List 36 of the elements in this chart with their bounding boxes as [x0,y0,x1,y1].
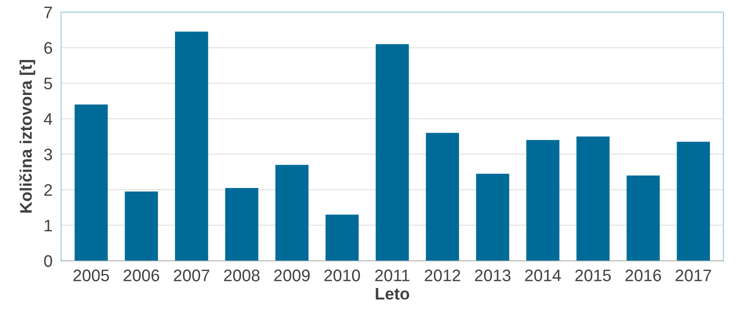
y-axis-title: Količina iztovora [t] [19,60,36,213]
y-tick-label: 6 [44,42,52,54]
x-tick-label: 2009 [274,270,310,282]
y-tick-label: 1 [44,220,52,232]
bar [676,142,710,261]
y-tick-label: 5 [44,78,52,90]
bar [124,192,158,261]
y-tick-label: 2 [44,184,52,196]
x-tick-label: 2014 [525,270,561,282]
x-tick-label: 2012 [424,270,460,282]
y-tick-label: 4 [44,113,52,125]
x-tick-label: 2005 [74,270,110,282]
x-tick-label: 2010 [324,270,360,282]
x-tick-label: 2016 [626,270,662,282]
bar [526,140,560,261]
bar [626,176,660,261]
bar [225,188,258,261]
bar [74,104,108,261]
bar [376,44,409,261]
y-tick-label: 3 [44,148,52,160]
y-tick-label: 0 [44,255,52,267]
x-tick-label: 2008 [224,270,260,282]
bar [576,136,610,261]
bar [275,164,308,261]
x-tick-label: 2013 [474,270,510,282]
bar [326,214,359,261]
x-tick-label: 2006 [124,270,160,282]
x-tick-label: 2015 [575,270,611,282]
x-tick-label: 2011 [375,270,410,282]
x-tick-label: 2007 [174,270,210,282]
bar [175,32,208,261]
bar [476,174,510,261]
y-tick-label: 7 [44,6,52,18]
bar [426,132,460,261]
x-tick-label: 2017 [676,270,712,282]
x-axis-title: Leto [376,288,410,300]
